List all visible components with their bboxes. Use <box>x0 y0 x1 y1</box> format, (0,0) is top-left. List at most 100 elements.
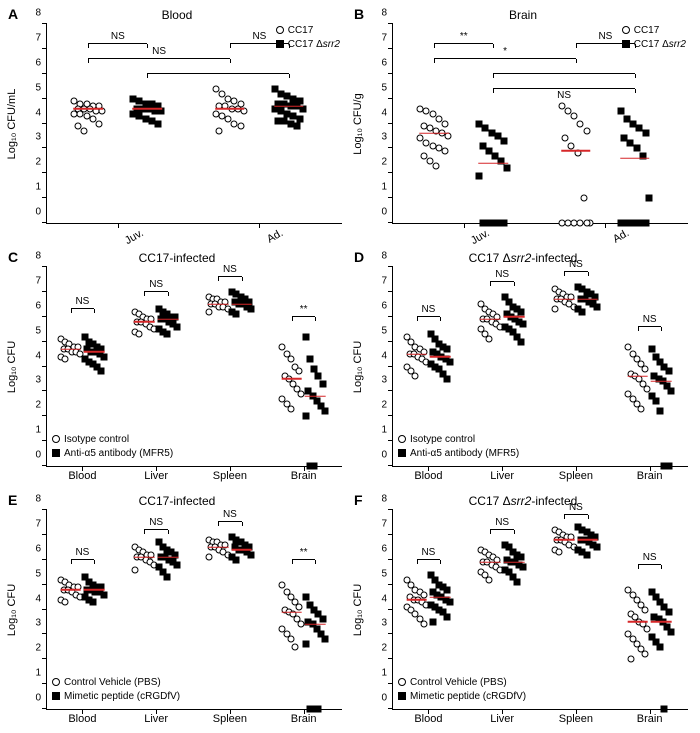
ytick-label: 4 <box>381 350 393 361</box>
data-point <box>444 613 451 620</box>
data-point <box>633 145 640 152</box>
ytick-label: 2 <box>381 643 393 654</box>
data-point <box>80 127 87 134</box>
legend-item: Control Vehicle (PBS) <box>398 676 526 690</box>
x-label: Brain <box>291 470 317 482</box>
data-point <box>665 609 672 616</box>
data-point <box>657 643 664 650</box>
ytick-label: 6 <box>381 57 393 68</box>
ytick-label: 8 <box>381 494 393 505</box>
plot-area: 012345678NSBloodNSLiverNSSpleenNSBrainLo… <box>392 267 688 467</box>
ytick-label: 4 <box>35 593 47 604</box>
data-point <box>279 343 286 350</box>
data-point <box>520 321 527 328</box>
ytick-label: 7 <box>35 518 47 529</box>
plot-area: 012345678NSBloodNSLiverNSSpleen**BrainLo… <box>46 510 342 710</box>
data-point <box>551 306 558 313</box>
data-point <box>315 706 322 713</box>
data-point <box>562 135 569 142</box>
data-point <box>287 636 294 643</box>
data-point <box>62 356 69 363</box>
legend-item: Mimetic peptide (cRGDfV) <box>52 690 180 704</box>
significance-label: NS <box>223 264 237 275</box>
data-point <box>665 368 672 375</box>
significance-label: NS <box>643 552 657 563</box>
data-point <box>504 165 511 172</box>
plot-area: 012345678NSBloodNSLiverNSSpleen**BrainLo… <box>46 267 342 467</box>
x-label: Liver <box>490 713 514 725</box>
ytick-label: 4 <box>35 107 47 118</box>
data-point <box>307 356 314 363</box>
data-point <box>420 591 427 598</box>
median-line <box>274 105 304 107</box>
data-point <box>642 220 649 227</box>
panel-label: F <box>354 492 363 508</box>
significance-label: NS <box>557 90 571 101</box>
data-point <box>479 220 486 227</box>
ytick-label: 3 <box>381 132 393 143</box>
data-point <box>627 656 634 663</box>
data-point <box>248 306 255 313</box>
data-point <box>625 343 632 350</box>
ytick-label: 1 <box>381 182 393 193</box>
panel-title: CC17-infected <box>8 249 346 265</box>
data-point <box>298 390 305 397</box>
data-point <box>441 147 448 154</box>
data-point <box>520 564 527 571</box>
data-point <box>644 626 651 633</box>
significance-label: ** <box>300 547 308 558</box>
panel-D: DCC17 Δsrr2-infected012345678NSBloodNSLi… <box>354 249 692 488</box>
x-label: Juv. <box>123 227 146 247</box>
data-point <box>315 373 322 380</box>
data-point <box>583 127 590 134</box>
data-point <box>174 323 181 330</box>
ytick-label: 8 <box>381 8 393 19</box>
y-axis-label: Log₁₀ CFU/mL <box>6 89 18 160</box>
ytick-label: 0 <box>35 207 47 218</box>
ytick-label: 7 <box>381 275 393 286</box>
data-point <box>441 120 448 127</box>
data-point <box>580 195 587 202</box>
panel-B: BBrain012345678Juv.Ad.***NSNSLog₁₀ CFU/g… <box>354 6 692 245</box>
data-point <box>293 123 300 130</box>
data-point <box>577 120 584 127</box>
legend-item: CC17 Δsrr2 <box>276 38 340 52</box>
data-point <box>444 346 451 353</box>
data-point <box>571 113 578 120</box>
x-label: Blood <box>68 470 96 482</box>
data-point <box>444 375 451 382</box>
data-point <box>163 574 170 581</box>
data-point <box>136 331 143 338</box>
ytick-label: 6 <box>35 543 47 554</box>
ytick-label: 7 <box>381 32 393 43</box>
x-label: Liver <box>144 713 168 725</box>
data-point <box>98 368 105 375</box>
data-point <box>667 628 674 635</box>
ytick-label: 5 <box>381 325 393 336</box>
panel-title: CC17 Δsrr2-infected <box>354 249 692 265</box>
x-label: Spleen <box>559 713 593 725</box>
data-point <box>642 130 649 137</box>
ytick-label: 0 <box>35 450 47 461</box>
legend: Control Vehicle (PBS)Mimetic peptide (cR… <box>398 676 526 704</box>
ytick-label: 3 <box>381 375 393 386</box>
data-point <box>433 162 440 169</box>
data-point <box>131 566 138 573</box>
data-point <box>646 195 653 202</box>
data-point <box>653 398 660 405</box>
panel-title: Blood <box>8 6 346 22</box>
ytick-label: 8 <box>35 494 47 505</box>
data-point <box>579 308 586 315</box>
data-point <box>594 544 601 551</box>
data-point <box>568 142 575 149</box>
panel-label: B <box>354 6 364 22</box>
ytick-label: 2 <box>381 157 393 168</box>
median-line <box>420 133 450 135</box>
y-axis-label: Log₁₀ CFU/g <box>352 93 364 154</box>
ytick-label: 7 <box>35 32 47 43</box>
data-point <box>420 621 427 628</box>
data-point <box>476 172 483 179</box>
ytick-label: 5 <box>35 325 47 336</box>
data-point <box>446 358 453 365</box>
significance-label: NS <box>223 509 237 520</box>
